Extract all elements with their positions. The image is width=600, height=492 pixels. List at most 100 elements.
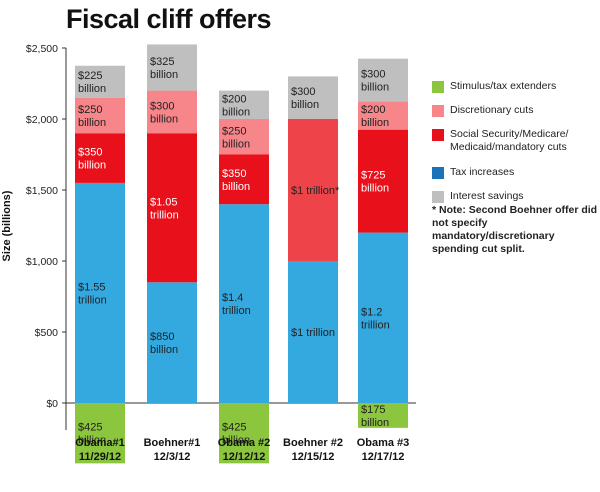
data-label: trillion — [222, 305, 251, 317]
y-axis: $0 $500 $1,000 $1,500 $2,000 $2,500 Size (bill… — [1, 43, 416, 430]
data-label: billion — [361, 81, 389, 93]
data-label: billion — [291, 99, 319, 111]
legend-entry: Tax increases — [432, 166, 600, 188]
x-tick-label: Obama #3 — [357, 437, 410, 449]
bar-segment — [219, 204, 269, 403]
data-label: billion — [222, 106, 250, 118]
data-label: billion — [78, 83, 106, 95]
data-label: $725 — [361, 170, 385, 182]
data-label: $350 — [78, 147, 102, 159]
x-tick-sublabel: 12/15/12 — [292, 451, 335, 463]
data-label: billion — [150, 69, 178, 81]
data-label: billion — [78, 117, 106, 129]
data-label: $250 — [222, 125, 246, 137]
y-tick-label: $500 — [35, 327, 59, 339]
data-label: $200 — [361, 104, 385, 116]
x-tick-label: Obama#1 — [75, 437, 125, 449]
footnote: * Note: Second Boehner offer did not spe… — [432, 204, 598, 255]
x-tick-sublabel: 12/17/12 — [362, 451, 405, 463]
bar-segment — [219, 403, 269, 464]
bar-segment — [358, 232, 408, 403]
data-label: $225 — [78, 70, 102, 82]
legend-label: Social Security/Medicare/ Medicaid/manda… — [450, 128, 569, 153]
bar-segment — [75, 65, 125, 98]
bar-segment — [75, 182, 125, 403]
bar-segment — [288, 76, 338, 119]
legend-swatch — [432, 167, 444, 179]
data-label: billion — [361, 183, 389, 195]
data-label: trillion — [361, 319, 390, 331]
data-label: billion — [150, 113, 178, 125]
legend-swatch — [432, 191, 444, 203]
x-tick-label: Boehner#1 — [144, 437, 201, 449]
y-tick-label: $2,000 — [26, 114, 58, 126]
y-tick-label: $1,000 — [26, 256, 58, 268]
data-label: billion — [222, 435, 250, 447]
y-tick-label: $0 — [46, 398, 58, 410]
chart-title: Fiscal cliff offers — [66, 4, 272, 34]
data-label: $425 — [78, 422, 102, 434]
legend-entry: Social Security/Medicare/ Medicaid/manda… — [432, 128, 600, 164]
bar-segment — [75, 403, 125, 464]
bar-segment — [288, 119, 338, 261]
y-tick-label: $1,500 — [26, 185, 58, 197]
data-label: $850 — [150, 331, 174, 343]
data-label: $1.4 — [222, 292, 243, 304]
data-label: billion — [78, 160, 106, 172]
legend-entry: Interest savings — [432, 190, 600, 212]
bar-segment — [75, 133, 125, 183]
x-tick-sublabel: 12/12/12 — [223, 451, 266, 463]
legend-entry: Discretionary cuts — [432, 104, 600, 126]
data-label: billion — [361, 417, 389, 429]
bar-segment — [75, 97, 125, 134]
data-label: $200 — [222, 93, 246, 105]
data-label: billion — [222, 181, 250, 193]
data-label: $300 — [291, 86, 315, 98]
data-label: trillion — [78, 294, 107, 306]
legend: Stimulus/tax extenders Discretionary cuts… — [432, 80, 600, 214]
bar-segment — [147, 133, 197, 283]
data-label: $300 — [361, 68, 385, 80]
bar-segment — [219, 154, 269, 205]
bar-segment — [147, 44, 197, 91]
legend-label: Tax increases — [450, 166, 515, 178]
data-label: $350 — [222, 168, 246, 180]
bar-segment — [358, 403, 408, 428]
bar-segment — [219, 119, 269, 155]
data-label: $1 trillion — [291, 327, 335, 339]
legend-label: Discretionary cuts — [450, 104, 534, 116]
bar-segment — [288, 261, 338, 403]
data-label: $1.55 — [78, 281, 106, 293]
x-tick-sublabel: 11/29/12 — [79, 451, 121, 463]
x-axis-labels: Obama#1 11/29/12 Boehner#1 12/3/12 Obama #2 1… — [75, 437, 409, 463]
x-tick-label: Obama #2 — [218, 437, 271, 449]
data-label: billion — [78, 435, 106, 447]
data-label: billion — [361, 117, 389, 129]
data-label: $1.2 — [361, 306, 382, 318]
data-label: $1 trillion* — [291, 185, 340, 197]
bar-segment — [219, 90, 269, 119]
x-tick-sublabel: 12/3/12 — [154, 451, 191, 463]
data-label: $1.05 — [150, 196, 178, 208]
legend-swatch — [432, 105, 444, 117]
data-label: $325 — [150, 56, 174, 68]
x-tick-label: Boehner #2 — [283, 437, 343, 449]
bar-segment — [358, 101, 408, 130]
bar-segment — [147, 282, 197, 403]
bar-segment — [147, 90, 197, 134]
legend-label: Interest savings — [450, 190, 524, 202]
data-label: trillion — [150, 209, 179, 221]
y-tick-label: $2,500 — [26, 43, 58, 55]
legend-swatch — [432, 81, 444, 93]
y-axis-label: Size (billions) — [1, 190, 13, 261]
data-label: billion — [150, 344, 178, 356]
data-label: $300 — [150, 100, 174, 112]
bar-segment — [358, 129, 408, 233]
legend-swatch — [432, 129, 444, 141]
data-label: billion — [222, 138, 250, 150]
legend-label: Stimulus/tax extenders — [450, 80, 557, 92]
data-label: $175 — [361, 404, 385, 416]
bar-segment — [358, 58, 408, 102]
data-label: $250 — [78, 104, 102, 116]
